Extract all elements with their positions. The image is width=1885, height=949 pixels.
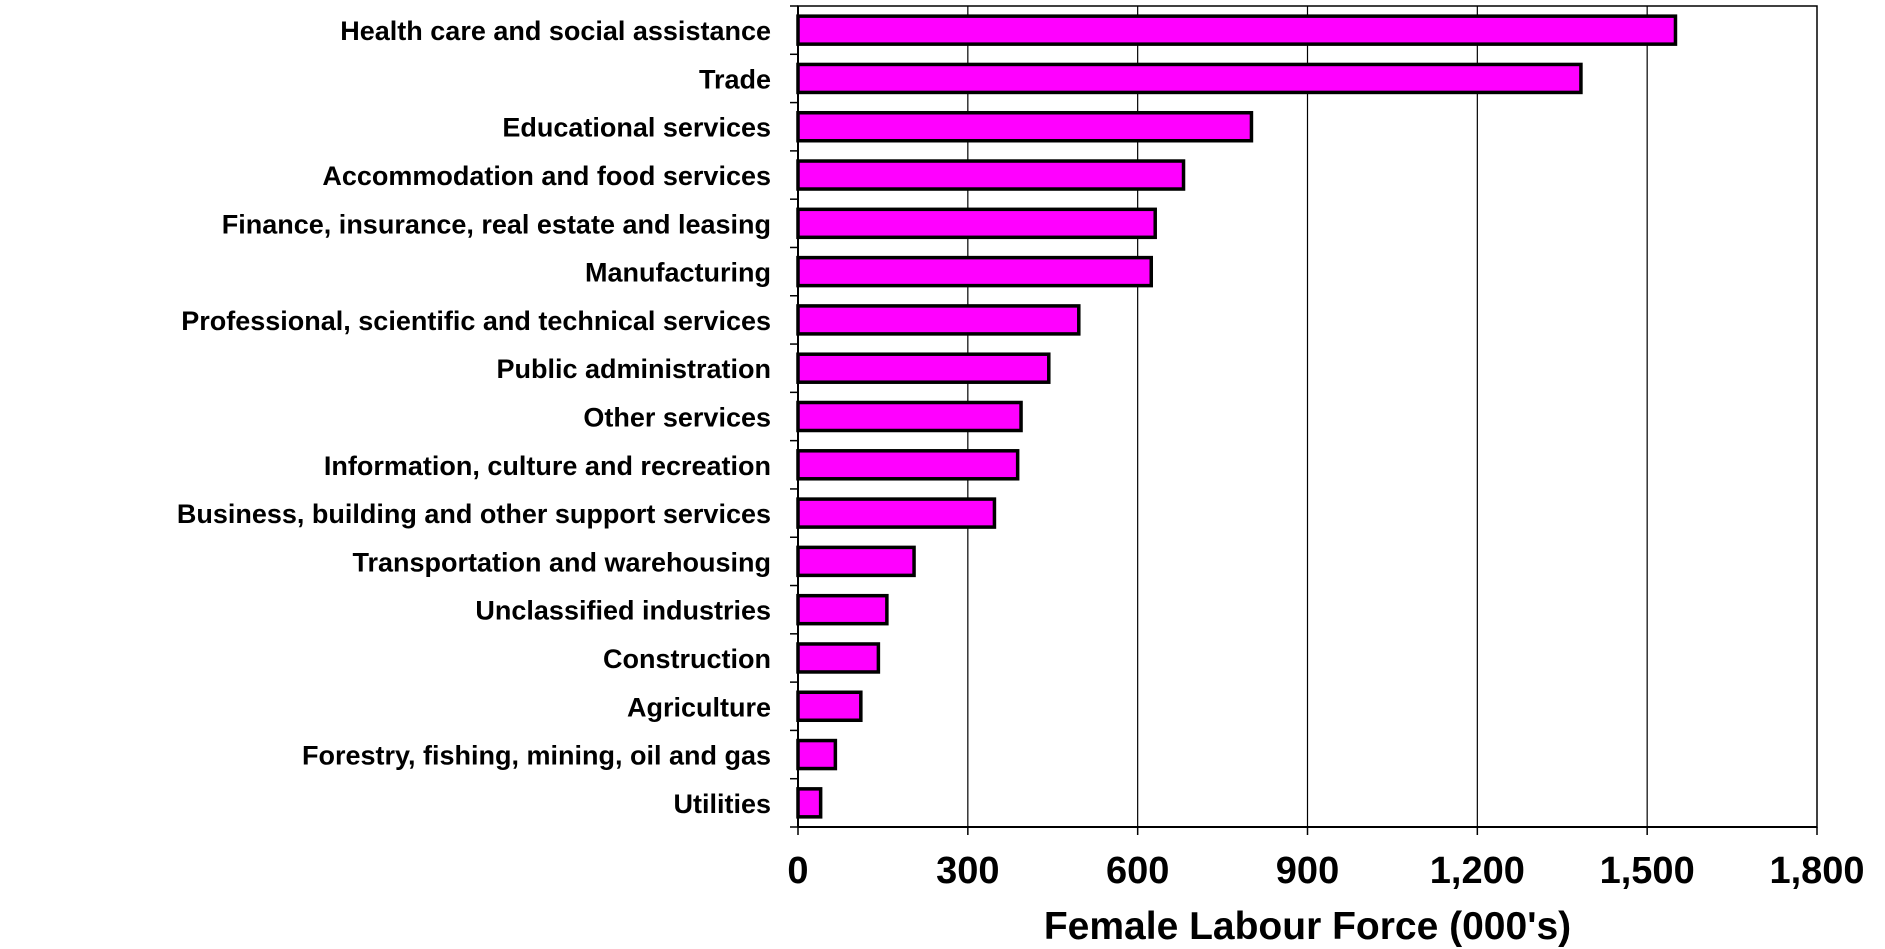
- category-label: Manufacturing: [585, 258, 771, 288]
- x-tick-label: 1,500: [1600, 850, 1695, 892]
- bar: [796, 159, 1186, 191]
- category-label: Agriculture: [627, 692, 771, 722]
- bar: [796, 497, 997, 529]
- category-label: Utilities: [673, 789, 771, 819]
- bar: [796, 787, 823, 819]
- bar: [796, 14, 1678, 46]
- bar: [796, 449, 1020, 481]
- x-tick-label: 1,800: [1769, 850, 1864, 892]
- bar: [796, 304, 1081, 336]
- category-labels: Health care and social assistance Trade Ed…: [177, 16, 771, 819]
- category-label: Public administration: [496, 354, 771, 384]
- x-tick-label: 300: [936, 850, 999, 892]
- bar: [796, 400, 1023, 433]
- category-label: Professional, scientific and technical s…: [181, 306, 771, 336]
- category-label: Transportation and warehousing: [352, 547, 771, 577]
- category-label: Forestry, fishing, mining, oil and gas: [302, 741, 771, 771]
- bar: [796, 255, 1154, 288]
- x-tick-label: 900: [1276, 850, 1339, 892]
- axes: [790, 5, 1818, 835]
- category-label: Business, building and other support ser…: [177, 499, 771, 529]
- category-label: Accommodation and food services: [322, 161, 771, 191]
- category-label: Information, culture and recreation: [324, 451, 771, 481]
- category-label: Construction: [603, 644, 771, 674]
- bar: [796, 352, 1051, 384]
- x-tick-label: 0: [787, 850, 808, 892]
- bar: [796, 110, 1254, 143]
- bar: [796, 62, 1583, 95]
- x-tick-label: 1,200: [1430, 850, 1525, 892]
- x-axis-title: Female Labour Force (000's): [1044, 905, 1571, 948]
- category-label: Health care and social assistance: [340, 16, 771, 46]
- x-tick-labels: 0 300 600 900 1,200 1,500 1,800: [787, 850, 1864, 892]
- category-label: Educational services: [502, 113, 771, 143]
- bar: [796, 690, 863, 723]
- category-label: Other services: [583, 403, 771, 433]
- bar: [796, 545, 916, 578]
- bar: [796, 642, 881, 674]
- x-tick-label: 600: [1106, 850, 1169, 892]
- category-label: Finance, insurance, real estate and leas…: [222, 209, 771, 239]
- bar: [796, 738, 838, 771]
- bar: [796, 593, 889, 626]
- bar: [796, 207, 1157, 240]
- category-label: Trade: [699, 64, 771, 94]
- gridlines: [967, 6, 1648, 827]
- category-label: Unclassified industries: [475, 596, 771, 626]
